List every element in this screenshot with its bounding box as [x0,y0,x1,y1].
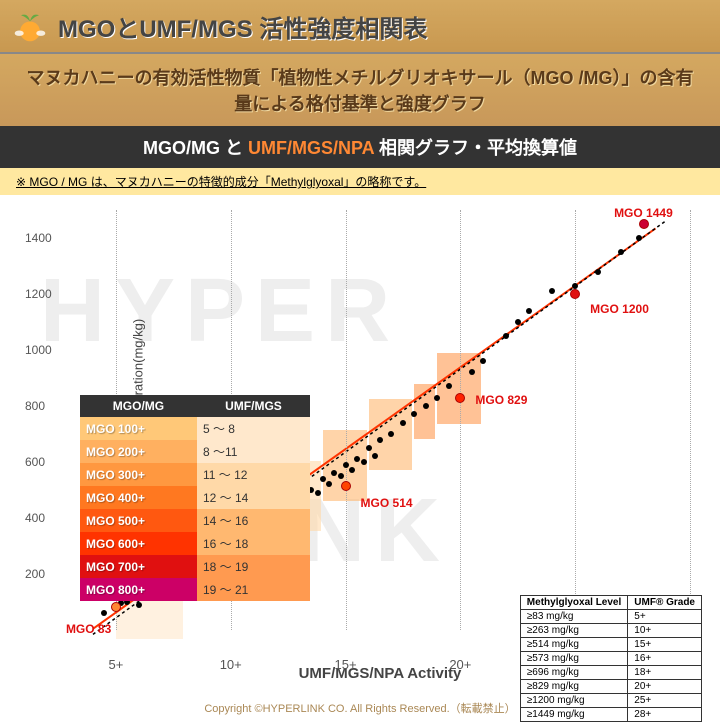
band-pre: MGO/MG と [143,138,248,158]
mgo-legend-table: MGO/MGUMF/MGSMGO 100+5 ～ 8MGO 200+8 ～11M… [80,395,310,601]
page-title: MGOとUMF/MGS 活性強度相関表 [58,9,427,44]
band-post: 相関グラフ・平均換算値 [374,138,577,158]
band-hl: UMF/MGS/NPA [248,138,374,158]
chart-area: Methylglyoxal (MGO/MG) concentration(mg/… [0,195,720,715]
header: MGOとUMF/MGS 活性強度相関表 [0,0,720,54]
x-axis-label: UMF/MGS/NPA Activity [299,665,462,682]
subheader: マヌカハニーの有効活性物質「植物性メチルグリオキサール（MGO /MG）」の含有… [0,54,720,126]
note-text: ※ MGO / MG は、マヌカハニーの特徴的成分「Methylglyoxal」… [0,168,720,195]
band-title: MGO/MG と UMF/MGS/NPA 相関グラフ・平均換算値 [0,126,720,168]
umf-grade-table: Methylglyoxal LevelUMF® Grade≥83 mg/kg5+… [520,595,702,722]
fruit-icon [12,8,48,44]
